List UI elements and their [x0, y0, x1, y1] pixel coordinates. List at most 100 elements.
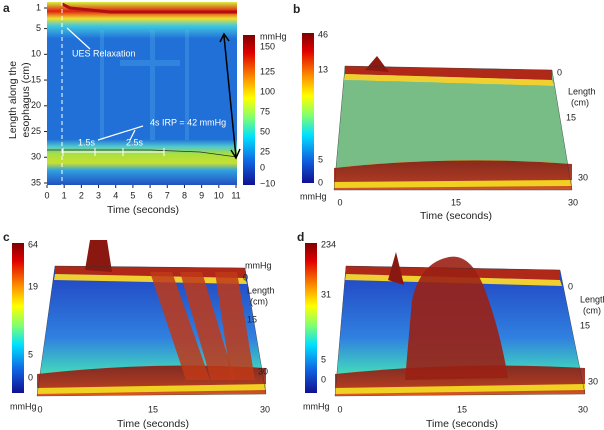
- peak: [85, 240, 112, 272]
- x-tick-label: 8: [182, 190, 187, 200]
- arrow: [66, 27, 91, 50]
- surface-band: [334, 180, 572, 188]
- surface-floor: [334, 66, 572, 190]
- panel-d: d 234 31 5 0 mmHg 0 Length(cm) 15 30 0 15 30 Time (se…: [297, 230, 604, 430]
- colorbar-tick-label: 64: [28, 239, 38, 249]
- y-tick-label: 5: [36, 23, 41, 33]
- surface-ridge: [345, 66, 552, 80]
- colorbar-tick-label: 46: [318, 29, 328, 39]
- colorbar-tick-label: 13: [318, 64, 328, 74]
- surface-outline: [36, 265, 267, 397]
- colorbar-unit: mmHg: [10, 401, 37, 411]
- y-tick-label: 15: [31, 74, 41, 84]
- contraction-wave: [180, 272, 235, 380]
- length-tick-label: 30: [258, 366, 268, 376]
- x-tick-label: 30: [568, 197, 578, 207]
- y-tick-label: 10: [31, 49, 41, 59]
- x-axis-label: Time (seconds): [107, 204, 179, 216]
- length-tick-label: 0: [568, 281, 573, 291]
- x-tick-label: 10: [214, 190, 224, 200]
- length-unit: mmHg: [245, 260, 272, 270]
- length-tick-label: 0: [243, 272, 248, 282]
- colorbar-tick-label: 31: [321, 289, 331, 299]
- x-tick-label: 0: [337, 197, 342, 207]
- y-tick-label: 35: [31, 177, 41, 187]
- colorbar-unit: mmHg: [300, 191, 327, 201]
- y-tick-label: 1: [36, 2, 41, 12]
- colorbar: [12, 243, 24, 393]
- surface-band: [37, 384, 266, 394]
- length-tick-label: 15: [580, 320, 590, 330]
- surface-band: [335, 384, 585, 394]
- colorbar-tick-label: 5: [321, 354, 326, 364]
- les-contour: [47, 149, 238, 158]
- x-tick-label: 9: [199, 190, 204, 200]
- colorbar-tick-label: 0: [28, 372, 33, 382]
- surface-outline: [334, 265, 586, 397]
- x-tick-label: 1: [62, 190, 67, 200]
- colorbar-unit: mmHg: [303, 401, 330, 411]
- panel-label: d: [297, 230, 304, 244]
- length-tick-label: 30: [578, 172, 588, 182]
- colorbar-tick-label: 0: [260, 162, 265, 172]
- heatmap-texture: [100, 30, 189, 140]
- colorbar-tick-label: 5: [28, 349, 33, 359]
- y-axis-label: Length along the: [7, 61, 19, 139]
- arrow: [219, 32, 241, 160]
- x-tick-label: 2: [79, 190, 84, 200]
- x-tick-label: 30: [260, 404, 270, 414]
- length-label: (cm): [250, 296, 268, 306]
- y-tick-label: 20: [31, 100, 41, 110]
- colorbar-tick-label: −10: [260, 178, 275, 188]
- y-axis-label: esophagus (cm): [20, 62, 32, 137]
- x-tick-label: 0: [337, 404, 342, 414]
- colorbar-tick-label: 100: [260, 86, 275, 96]
- peak: [388, 252, 404, 285]
- colorbar-tick-label: 19: [28, 281, 38, 291]
- colorbar-title: mmHg: [260, 31, 287, 41]
- length-tick-label: 30: [588, 376, 598, 386]
- annotation: 2.5s: [126, 137, 144, 147]
- x-tick-label: 5: [130, 190, 135, 200]
- length-tick-label: 0: [557, 67, 562, 77]
- x-tick-label: 4: [113, 190, 118, 200]
- x-tick-label: 0: [37, 404, 42, 414]
- y-tick-label: 25: [31, 126, 41, 136]
- panel-label: a: [3, 1, 10, 15]
- surface-band: [344, 74, 554, 86]
- x-tick-label: 0: [44, 190, 49, 200]
- length-tick-label: 15: [247, 314, 257, 324]
- colorbar-tick-label: 0: [318, 177, 323, 187]
- y-tick-label: 30: [31, 152, 41, 162]
- colorbar-tick-label: 0: [321, 374, 326, 384]
- contraction-wave: [150, 272, 210, 380]
- surface-outline: [333, 65, 573, 191]
- annotation: 1.5s: [78, 137, 96, 147]
- x-tick-label: 15: [148, 404, 158, 414]
- contraction-dome: [405, 256, 508, 380]
- x-axis-label: Time (seconds): [426, 418, 498, 430]
- contraction-wave: [215, 272, 255, 380]
- arrow: [97, 125, 144, 141]
- x-tick-label: 30: [578, 404, 588, 414]
- annotation: 4s IRP = 42 mmHg: [150, 117, 226, 127]
- panel-b: b 46 13 5 0 mmHg 0 Length(cm) 15 30 0 15 30 Time (sec…: [293, 2, 596, 222]
- colorbar-tick-label: 50: [260, 126, 270, 136]
- colorbar-tick-label: 5: [318, 154, 323, 164]
- panel-a: a UES Relaxation 4s IRP = 42 mmHg 1.5s 2…: [3, 1, 287, 216]
- colorbar: [305, 243, 317, 393]
- length-label: Length: [568, 86, 596, 96]
- x-axis-label: Time (seconds): [117, 418, 189, 430]
- x-tick-label: 6: [148, 190, 153, 200]
- length-tick-label: 15: [566, 112, 576, 122]
- colorbar-tick-label: 75: [260, 106, 270, 116]
- length-label: (cm): [571, 97, 589, 107]
- panel-label: c: [3, 230, 10, 244]
- irp-bracket: [62, 148, 165, 156]
- colorbar-tick-label: 150: [260, 41, 275, 51]
- ues-band: [61, 2, 237, 14]
- heatmap: [47, 2, 237, 185]
- x-tick-label: 7: [165, 190, 170, 200]
